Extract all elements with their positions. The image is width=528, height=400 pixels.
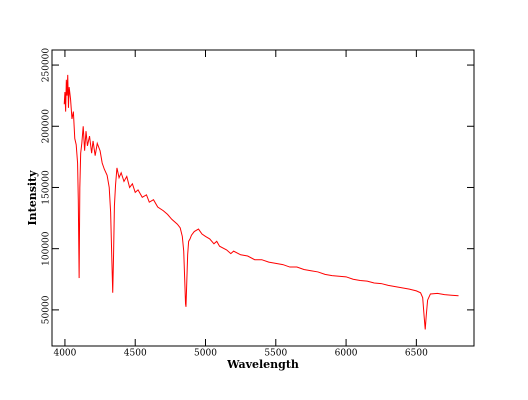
x-tick-label: 4000	[53, 349, 76, 359]
spectrum-line	[63, 74, 459, 330]
x-axis-label: Wavelength	[226, 358, 299, 371]
x-tick-label: 6000	[335, 349, 358, 359]
y-tick-label: 50000	[42, 295, 52, 324]
y-tick-label: 250000	[42, 48, 52, 83]
y-tick-label: 200000	[42, 109, 52, 144]
y-axis-label: Intensity	[26, 170, 39, 226]
x-tick-label: 6500	[405, 349, 428, 359]
x-tick-label: 5000	[194, 349, 217, 359]
y-tick-label: 150000	[42, 170, 52, 205]
y-tick-label: 100000	[42, 231, 52, 266]
x-tick-label: 5500	[264, 349, 287, 359]
plot-frame	[51, 49, 475, 347]
x-tick-label: 4500	[124, 349, 147, 359]
